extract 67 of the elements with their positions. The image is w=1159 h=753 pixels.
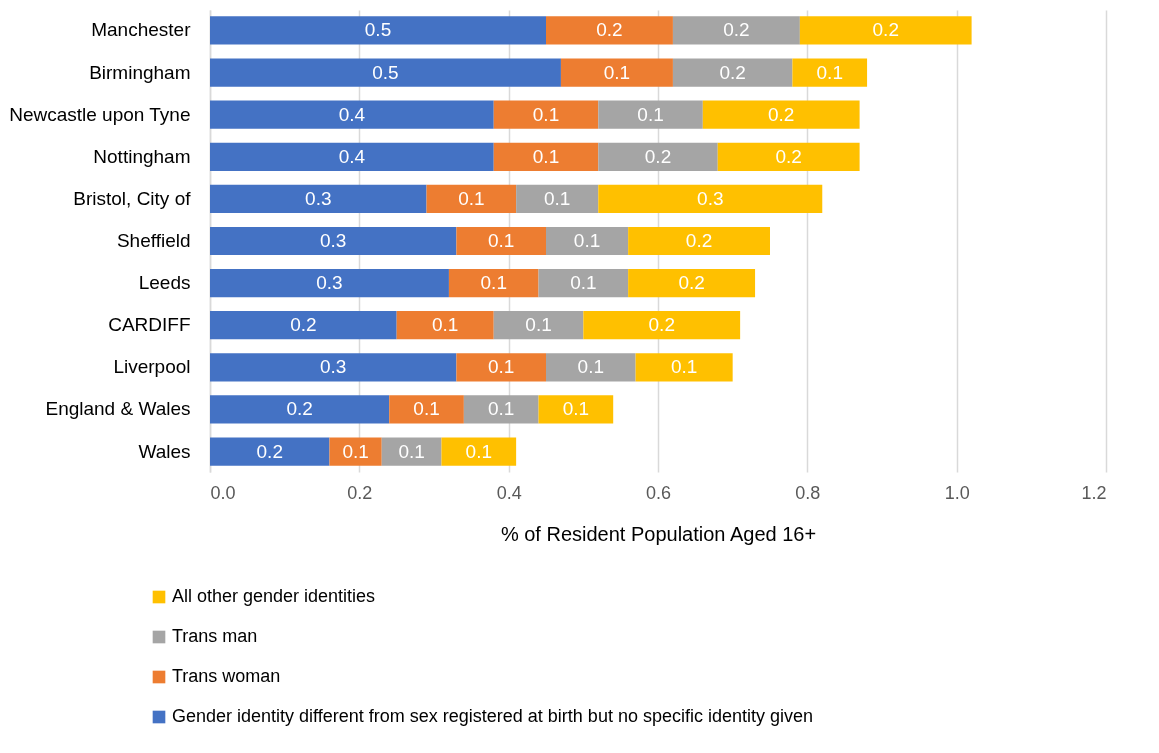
y-tick-label: Liverpool <box>113 356 191 378</box>
data-label: 0.1 <box>816 61 843 83</box>
data-label: 0.1 <box>532 145 560 167</box>
data-label: 0.1 <box>480 272 507 294</box>
data-label: 0.2 <box>767 103 795 125</box>
y-tick-label: Manchester <box>91 19 192 41</box>
data-label: 0.2 <box>648 314 675 336</box>
legend-label: Trans man <box>172 626 258 646</box>
data-label: 0.3 <box>319 230 347 251</box>
data-label: 0.3 <box>697 187 724 209</box>
data-label: 0.1 <box>342 440 369 462</box>
data-label: 0.1 <box>532 103 560 125</box>
data-label: 0.5 <box>364 19 392 41</box>
data-label: 0.1 <box>603 61 631 83</box>
data-label: 0.1 <box>413 398 440 420</box>
data-label: 0.2 <box>775 145 802 167</box>
y-tick-label: CARDIFF <box>108 314 191 336</box>
x-tick-label: 1.2 <box>1081 482 1107 503</box>
data-label: 0.4 <box>338 103 366 125</box>
y-tick-label: Newcastle upon Tyne <box>9 103 191 125</box>
data-label: 0.5 <box>372 61 399 83</box>
data-label: 0.1 <box>398 440 425 462</box>
y-tick-label: Birmingham <box>89 61 191 83</box>
data-label: 0.2 <box>290 314 317 336</box>
y-tick-label: Wales <box>138 440 191 462</box>
data-label: 0.2 <box>256 440 283 462</box>
y-tick-label: Sheffield <box>116 230 191 251</box>
data-label: 0.2 <box>685 230 713 251</box>
y-tick-label: England & Wales <box>45 398 191 420</box>
y-tick-label: Bristol, City of <box>73 187 192 209</box>
x-tick-label: 0.2 <box>347 482 373 503</box>
data-label: 0.1 <box>487 356 515 378</box>
data-label: 0.1 <box>577 356 605 378</box>
data-label: 0.3 <box>305 187 332 209</box>
data-label: 0.1 <box>543 187 571 209</box>
data-label: 0.1 <box>573 230 601 251</box>
data-label: 0.1 <box>562 398 590 420</box>
data-label: 0.2 <box>719 61 746 83</box>
data-label: 0.2 <box>286 398 313 420</box>
data-label: 0.3 <box>316 272 343 294</box>
data-label: 0.4 <box>338 145 366 167</box>
data-label: 0.3 <box>319 356 347 378</box>
legend-label: Trans woman <box>172 666 281 686</box>
data-label: 0.1 <box>570 272 597 294</box>
data-label: 0.2 <box>723 19 750 41</box>
data-label: 0.1 <box>670 356 698 378</box>
legend-label: All other gender identities <box>172 586 376 606</box>
x-tick-label: 0.8 <box>795 482 821 503</box>
data-label: 0.1 <box>525 314 552 336</box>
data-label: 0.2 <box>872 19 899 41</box>
data-label: 0.1 <box>487 398 515 420</box>
x-tick-label: 0.4 <box>496 482 522 503</box>
x-tick-label: 0.0 <box>210 482 236 503</box>
data-label: 0.2 <box>596 19 623 41</box>
data-label: 0.1 <box>465 440 493 462</box>
data-label: 0.2 <box>644 145 672 167</box>
x-axis-title: % of Resident Population Aged 16+ <box>500 522 817 545</box>
data-label: 0.2 <box>678 272 705 294</box>
data-label: 0.1 <box>431 314 459 336</box>
data-label: 0.1 <box>487 230 515 251</box>
x-tick-label: 0.6 <box>645 482 672 503</box>
y-tick-label: Nottingham <box>93 145 191 167</box>
data-label: 0.1 <box>458 187 485 209</box>
legend-label: Gender identity different from sex registered at birth but no specific identity given <box>172 706 814 726</box>
x-tick-label: 1.0 <box>944 482 970 503</box>
data-label: 0.1 <box>637 103 664 125</box>
y-tick-label: Leeds <box>138 272 191 294</box>
